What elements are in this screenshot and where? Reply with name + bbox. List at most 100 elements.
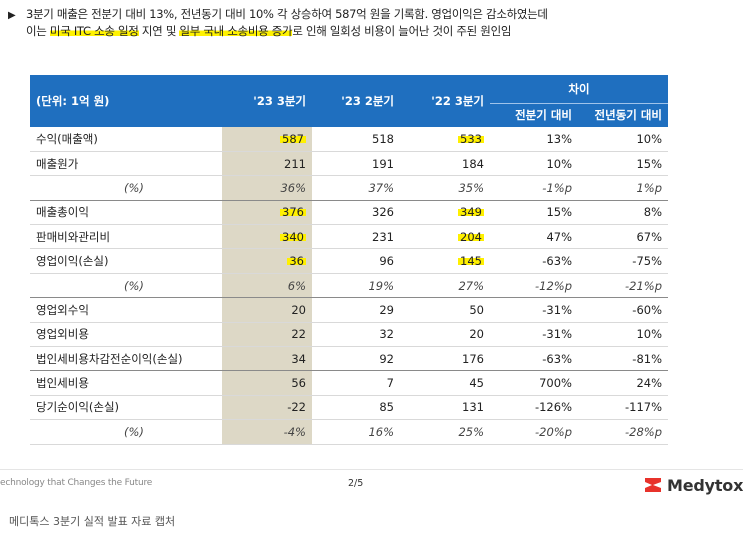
cell-value: 36 xyxy=(287,254,306,269)
cell-v1: 34 xyxy=(222,346,312,372)
cell-value: 6% xyxy=(287,278,306,293)
cell-v1: 36 xyxy=(222,248,312,274)
cell-v3: 176 xyxy=(400,346,490,372)
cell-v1: 340 xyxy=(222,224,312,250)
cell-v3: 27% xyxy=(400,273,490,299)
table-row: 수익(매출액) 587 518 533 13% 10% xyxy=(30,127,669,152)
cell-d2: -75% xyxy=(578,248,669,274)
summary-text: ▶ 3분기 매출은 전분기 대비 13%, 전년동기 대비 10% 각 상승하여… xyxy=(8,6,736,40)
cell-value: 518 xyxy=(372,131,394,146)
row-label-text: 법인세비용차감전순이익(손실) xyxy=(36,351,183,366)
medytox-logo: Medytox xyxy=(643,474,743,496)
cell-value: 326 xyxy=(372,205,394,220)
cell-value: -63% xyxy=(542,254,572,269)
bullet-icon: ▶ xyxy=(8,10,16,21)
cell-value: 32 xyxy=(379,327,394,342)
cell-v2: 37% xyxy=(312,175,400,201)
cell-d1: -1%p xyxy=(490,175,578,201)
cell-v1: 6% xyxy=(222,273,312,299)
cell-v2: 16% xyxy=(312,419,400,445)
cell-v2: 518 xyxy=(312,127,400,152)
cell-d1: -20%p xyxy=(490,419,578,445)
cell-v1: 56 xyxy=(222,370,312,396)
cell-value: 35% xyxy=(458,180,484,195)
medytox-logo-icon xyxy=(645,478,661,492)
cell-value: 1%p xyxy=(636,180,663,195)
cell-value: 7 xyxy=(386,376,394,391)
cell-v1: 20 xyxy=(222,297,312,323)
table-row: 법인세비용차감전순이익(손실) 34 92 176 -63% -81% xyxy=(30,346,669,372)
cell-v2: 231 xyxy=(312,224,400,250)
table-row: 매출총이익 376 326 349 15% 8% xyxy=(30,200,669,226)
summary-text-part: 로 인해 일회성 비용이 늘어난 것이 주된 원인임 xyxy=(292,24,512,38)
cell-d2: -117% xyxy=(578,395,669,421)
cell-value: 533 xyxy=(458,131,484,146)
cell-v1: 211 xyxy=(222,151,312,177)
cell-d1: -63% xyxy=(490,346,578,372)
summary-line-1-text: 3분기 매출은 전분기 대비 13%, 전년동기 대비 10% 각 상승하여 5… xyxy=(26,7,548,21)
cell-d1: -12%p xyxy=(490,273,578,299)
cell-value: -31% xyxy=(542,302,572,317)
cell-d1: -126% xyxy=(490,395,578,421)
row-label: 당기순이익(손실) xyxy=(30,395,222,421)
table-row: 영업외수익 20 29 50 -31% -60% xyxy=(30,297,669,323)
cell-value: 15% xyxy=(546,205,572,220)
cell-value: 56 xyxy=(291,376,306,391)
cell-v1: 22 xyxy=(222,322,312,348)
row-label: 법인세비용 xyxy=(30,370,222,396)
cell-value: 29 xyxy=(379,302,394,317)
row-label-text: (%) xyxy=(124,424,144,439)
cell-value: 15% xyxy=(636,156,663,171)
cell-value: 19% xyxy=(368,278,394,293)
cell-value: 8% xyxy=(643,205,663,220)
cell-value: -28%p xyxy=(625,424,663,439)
cell-value: -1%p xyxy=(542,180,572,195)
cell-d1: -63% xyxy=(490,248,578,274)
cell-value: 16% xyxy=(368,424,394,439)
cell-v2: 7 xyxy=(312,370,400,396)
row-label-text: 매출총이익 xyxy=(36,205,89,220)
cell-v3: 50 xyxy=(400,297,490,323)
row-label-text: 영업외수익 xyxy=(36,302,89,317)
cell-d2: -81% xyxy=(578,346,669,372)
cell-value: 13% xyxy=(546,131,572,146)
col-header-diff: 차이 xyxy=(490,75,669,103)
cell-value: 20 xyxy=(291,302,306,317)
cell-v2: 85 xyxy=(312,395,400,421)
table-row: (%) 6% 19% 27% -12%p -21%p xyxy=(30,273,669,299)
cell-value: 50 xyxy=(469,302,484,317)
cell-value: 47% xyxy=(546,229,572,244)
highlighted-text-itc: 미국 ITC 소송 일정 xyxy=(49,24,139,38)
page-number: 2/5 xyxy=(348,478,364,489)
col-header-yoy: 전년동기 대비 xyxy=(578,102,669,127)
cell-value: 211 xyxy=(284,156,306,171)
row-label-text: (%) xyxy=(124,278,144,293)
cell-value: 10% xyxy=(636,131,663,146)
row-label-text: 수익(매출액) xyxy=(36,131,98,146)
cell-d2: 24% xyxy=(578,370,669,396)
cell-v2: 32 xyxy=(312,322,400,348)
col-header-q3-23: '23 3분기 xyxy=(222,75,312,127)
row-label: (%) xyxy=(30,419,222,445)
summary-text-part: 이는 xyxy=(26,24,50,38)
table-row: 매출원가 211 191 184 10% 15% xyxy=(30,151,669,177)
summary-text-part: 지연 및 xyxy=(138,24,180,38)
cell-value: 37% xyxy=(368,180,394,195)
col-header-q2-23: '23 2분기 xyxy=(312,75,400,127)
cell-value: 10% xyxy=(636,327,663,342)
cell-d2: 10% xyxy=(578,322,669,348)
cell-v2: 19% xyxy=(312,273,400,299)
table-row: 당기순이익(손실) -22 85 131 -126% -117% xyxy=(30,395,669,421)
row-label: 영업이익(손실) xyxy=(30,248,222,274)
cell-value: 36% xyxy=(280,180,306,195)
financial-table: (단위: 1억 원) '23 3분기 '23 2분기 '22 3분기 차이 전분… xyxy=(30,75,669,445)
cell-value: 340 xyxy=(280,229,306,244)
row-label-text: 매출원가 xyxy=(36,156,79,171)
cell-value: 45 xyxy=(469,376,484,391)
cell-v2: 92 xyxy=(312,346,400,372)
cell-value: 145 xyxy=(458,254,484,269)
cell-d1: 13% xyxy=(490,127,578,152)
cell-value: -117% xyxy=(624,400,663,415)
row-label: 매출원가 xyxy=(30,151,222,177)
cell-v3: 25% xyxy=(400,419,490,445)
